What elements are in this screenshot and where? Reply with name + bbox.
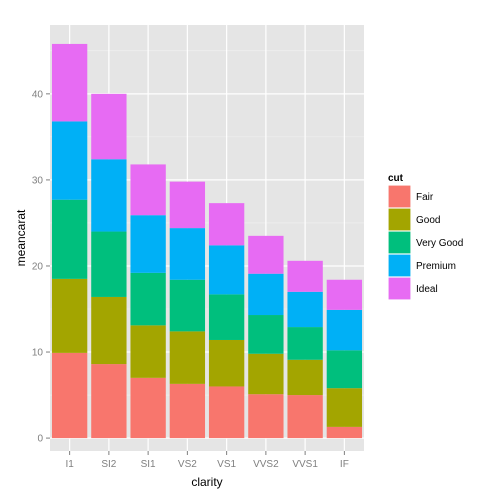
bar-segment [287, 291, 323, 328]
y-tick-label: 30 [32, 175, 44, 186]
y-axis: 0 10 20 30 40 [32, 89, 50, 445]
bar-segment [208, 294, 245, 340]
legend-title: cut [388, 173, 404, 184]
bar-segment [248, 353, 284, 395]
bar-segment [248, 394, 284, 439]
bar-segment [169, 279, 206, 332]
x-tick-label: IF [340, 459, 349, 470]
bar-segment [91, 231, 127, 297]
x-tick-label: SI1 [141, 459, 156, 470]
bar-segment [51, 352, 88, 439]
bar-segment [248, 315, 284, 354]
x-tick-label: VS1 [217, 459, 236, 470]
bar-segment [326, 350, 363, 389]
bar-segment [169, 383, 206, 439]
legend: cut Fair Good Very Good Premium Ideal [387, 173, 463, 301]
legend-key [388, 208, 411, 231]
bar-segment [91, 296, 127, 365]
bar-segment [208, 203, 245, 246]
bar-segment [287, 327, 323, 360]
bar-segment [326, 309, 363, 351]
bars [51, 43, 363, 439]
bar-segment [130, 325, 166, 378]
bar-segment [91, 93, 127, 160]
bar-segment [169, 181, 206, 229]
bar-segment [91, 159, 127, 232]
y-axis-title: meancarat [14, 209, 28, 266]
bar-segment [51, 121, 88, 200]
bar-segment [287, 260, 323, 292]
x-axis: I1 SI2 SI1 VS2 VS1 VVS2 VVS1 IF [65, 451, 349, 470]
bar-segment [287, 395, 323, 439]
bar-segment [130, 377, 166, 439]
bar-segment [208, 339, 245, 387]
bar-segment [169, 228, 206, 280]
x-tick-label: SI2 [101, 459, 116, 470]
x-tick-label: VVS2 [253, 459, 279, 470]
bar-segment [51, 278, 88, 353]
bar-segment [287, 359, 323, 396]
legend-key [388, 254, 411, 277]
legend-key [388, 185, 411, 208]
bar-segment [130, 164, 166, 216]
legend-key [388, 277, 411, 300]
y-tick-label: 0 [37, 434, 43, 445]
y-tick-label: 20 [32, 261, 44, 272]
x-axis-title: clarity [191, 475, 222, 489]
legend-label: Ideal [416, 284, 438, 295]
legend-label: Fair [416, 192, 434, 203]
bar-segment [326, 388, 363, 427]
y-tick-label: 40 [32, 89, 44, 100]
bar-segment [130, 215, 166, 273]
legend-label: Premium [416, 261, 456, 272]
y-tick-label: 10 [32, 348, 44, 359]
bar-segment [169, 331, 206, 384]
bar-segment [130, 272, 166, 326]
x-tick-label: VS2 [178, 459, 197, 470]
bar-segment [91, 364, 127, 439]
legend-label: Very Good [416, 238, 463, 249]
bar-segment [208, 245, 245, 295]
legend-key [388, 231, 411, 254]
x-tick-label: VVS1 [292, 459, 318, 470]
bar-segment [208, 386, 245, 439]
legend-label: Good [416, 215, 440, 226]
bar-segment [51, 199, 88, 279]
bar-segment [326, 426, 363, 439]
bar-segment [326, 279, 363, 310]
bar-segment [248, 235, 284, 274]
bar-segment [248, 273, 284, 316]
x-tick-label: I1 [65, 459, 74, 470]
bar-segment [51, 43, 88, 122]
